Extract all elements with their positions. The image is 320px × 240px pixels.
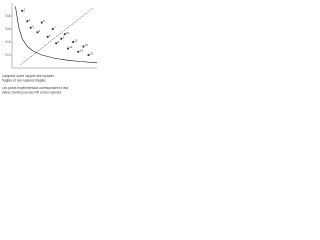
point [82,45,85,48]
reference-line [20,7,93,65]
point-label: 13 [80,48,84,52]
point-label: 4 [39,29,41,33]
point [29,26,32,29]
point-label: 9 [63,35,65,39]
point [67,47,69,50]
point-label: 10 [66,31,70,35]
point-label: 5 [43,19,45,23]
point [26,20,29,23]
y-tick-label: 0.6 [6,27,11,31]
point-label: 2 [29,18,31,22]
point-label: 14 [85,43,89,47]
y-tick-label: 0.8 [6,14,11,18]
point [60,37,63,40]
y-tick-label: 0.2 [6,53,11,57]
caption-line: fragiles et non ruptures fragiles [2,78,46,82]
chart: 0.20.40.60.8123456789101112131415Longueu… [2,3,98,94]
point-label: 12 [75,39,79,43]
caption-line: Longueur ouvre rapport des ruptures [2,74,54,78]
point [55,42,58,45]
point-label: 15 [90,52,94,56]
point-label: 11 [69,45,72,49]
point [21,9,24,12]
point [72,41,75,43]
point-label: 6 [49,33,51,37]
point-label: 1 [24,7,26,11]
caption-line: Les points expérimentaux correspondent à… [2,86,69,90]
point-label: 3 [32,24,34,28]
point-label: 7 [54,26,56,30]
point-label: 8 [58,40,60,44]
point [51,28,54,30]
point [36,31,39,34]
point [87,54,90,56]
point [40,21,43,24]
fit-curve [15,6,98,64]
caption-line: valeur d'arrêt pour des PR et des ruptur… [2,90,62,94]
point [63,33,66,36]
y-tick-label: 0.4 [6,40,11,44]
point [46,35,49,38]
page: {"chart_data": {"type": "scatter", "x": … [0,0,100,108]
point [77,50,80,53]
